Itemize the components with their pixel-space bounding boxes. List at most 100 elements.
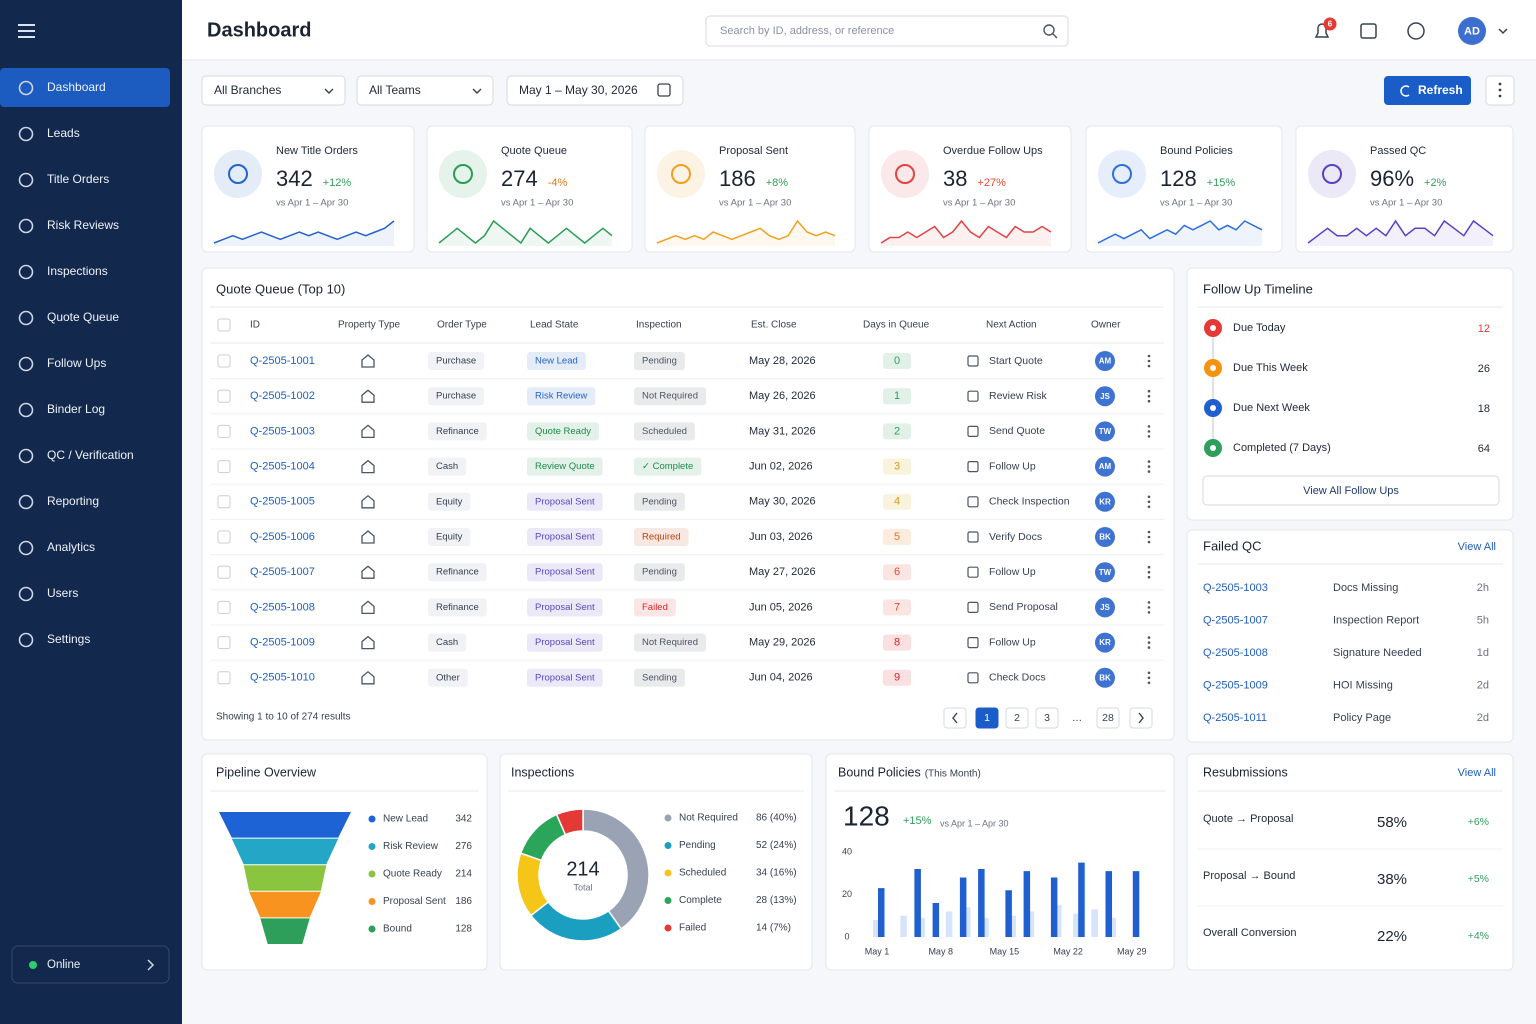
order-id[interactable]: Q-2505-1004	[250, 461, 315, 473]
qc-id[interactable]: Q-2505-1007	[1203, 614, 1268, 626]
kpi-period: vs Apr 1 – Apr 30	[943, 198, 1015, 209]
order-id[interactable]: Q-2505-1005	[250, 496, 315, 508]
lead-state: Review Quote	[535, 461, 595, 472]
kpi-period: vs Apr 1 – Apr 30	[719, 198, 791, 209]
order-id[interactable]: Q-2505-1008	[250, 601, 315, 613]
row-menu-dot	[1147, 460, 1151, 463]
checkbox[interactable]	[217, 530, 231, 544]
next-action[interactable]: Send Proposal	[989, 601, 1058, 613]
inspection-status: Pending	[642, 356, 677, 367]
inspection-status: Not Required	[642, 391, 698, 402]
legend-label: Bound	[383, 924, 412, 935]
view-all-button[interactable]	[1202, 475, 1500, 506]
inspection-status: ✓ Complete	[642, 461, 693, 472]
order-id[interactable]: Q-2505-1010	[250, 672, 315, 684]
order-id[interactable]: Q-2505-1006	[250, 531, 315, 543]
next-action[interactable]: Send Quote	[989, 425, 1045, 437]
nav-item[interactable]: Follow Ups	[47, 356, 106, 370]
sparkline	[880, 219, 1052, 244]
est-close: May 27, 2026	[749, 566, 816, 578]
panel	[201, 267, 1175, 741]
checkbox[interactable]	[217, 389, 231, 403]
nav-item[interactable]: Analytics	[47, 540, 95, 554]
page-button[interactable]	[1096, 707, 1120, 729]
next-action[interactable]: Verify Docs	[989, 531, 1042, 543]
owner-avatar	[1095, 527, 1115, 547]
qc-age: 1d	[1477, 647, 1489, 659]
order-id[interactable]: Q-2505-1002	[250, 390, 315, 402]
qc-id[interactable]: Q-2505-1009	[1203, 679, 1268, 691]
next-action[interactable]: Start Quote	[989, 355, 1043, 367]
kpi-change: +12%	[323, 177, 352, 189]
nav-item[interactable]: Binder Log	[47, 402, 105, 416]
owner: KR	[1099, 497, 1111, 506]
sparkline-area	[214, 221, 394, 246]
next-action[interactable]: Follow Up	[989, 566, 1036, 578]
legend-value: 276	[455, 841, 472, 852]
bar	[945, 911, 953, 937]
calendar-icon[interactable]	[1360, 23, 1377, 39]
days-bg	[883, 423, 911, 440]
order-id[interactable]: Q-2505-1003	[250, 425, 315, 437]
next-action[interactable]: Check Inspection	[989, 496, 1070, 508]
nav-item[interactable]: Inspections	[47, 264, 108, 278]
nav-item[interactable]: Reporting	[47, 494, 99, 508]
order-id[interactable]: Q-2505-1009	[250, 637, 315, 649]
nav-item[interactable]: Users	[47, 586, 78, 600]
filter[interactable]	[201, 75, 346, 106]
filter[interactable]	[506, 75, 684, 106]
checkbox[interactable]	[217, 318, 231, 332]
page-next[interactable]	[1129, 707, 1153, 729]
page-number[interactable]: 1	[984, 712, 990, 724]
lead-state-bg	[527, 668, 603, 687]
bar	[1073, 913, 1080, 937]
checkbox[interactable]	[217, 600, 231, 614]
checkbox[interactable]	[217, 671, 231, 685]
qc-id[interactable]: Q-2505-1008	[1203, 647, 1268, 659]
row-menu-dot	[1147, 354, 1151, 358]
checkbox[interactable]	[217, 636, 231, 650]
page-number[interactable]: 2	[1014, 712, 1020, 724]
nav-item[interactable]: Dashboard	[47, 80, 106, 94]
inspection-status: Pending	[642, 496, 677, 507]
kpi-card	[1085, 125, 1283, 253]
view-all-link[interactable]: View All	[1458, 767, 1496, 779]
order-id[interactable]: Q-2505-1001	[250, 355, 315, 367]
qc-id[interactable]: Q-2505-1003	[1203, 582, 1268, 594]
checkbox[interactable]	[217, 495, 231, 509]
search[interactable]	[705, 15, 1069, 47]
refresh-button[interactable]	[1384, 76, 1471, 105]
nav-item[interactable]: Settings	[47, 632, 90, 646]
qc-id[interactable]: Q-2505-1011	[1203, 712, 1267, 724]
checkbox[interactable]	[217, 424, 231, 438]
page-prev[interactable]	[943, 707, 967, 729]
page-button[interactable]	[975, 707, 999, 729]
nav-item[interactable]: Title Orders	[47, 172, 109, 186]
page-button[interactable]	[1035, 707, 1059, 729]
row-menu-dot	[1147, 394, 1151, 398]
filter[interactable]	[356, 75, 494, 106]
next-action[interactable]: Follow Up	[989, 636, 1036, 648]
page-number[interactable]: 3	[1044, 712, 1050, 724]
view-all-link[interactable]: View All	[1458, 541, 1496, 553]
page-number[interactable]: 28	[1102, 712, 1114, 724]
nav-item[interactable]: Risk Reviews	[47, 218, 119, 232]
bar	[878, 888, 885, 937]
qc-age: 2d	[1477, 679, 1489, 691]
page-button[interactable]	[1005, 707, 1029, 729]
order-id[interactable]: Q-2505-1007	[250, 566, 315, 578]
checkbox[interactable]	[217, 565, 231, 579]
checkbox[interactable]	[217, 354, 231, 368]
avatar-initials[interactable]: AD	[1464, 25, 1480, 37]
next-action[interactable]: Check Docs	[989, 672, 1046, 684]
next-action[interactable]: Follow Up	[989, 460, 1036, 472]
panel	[1186, 753, 1514, 971]
nav-item[interactable]: QC / Verification	[47, 448, 134, 462]
nav-item[interactable]: Leads	[47, 126, 80, 140]
bar	[978, 869, 985, 937]
next-action[interactable]: Review Risk	[989, 390, 1048, 402]
row-menu-dot	[1147, 535, 1151, 539]
status-box[interactable]	[11, 945, 170, 984]
checkbox[interactable]	[217, 460, 231, 474]
nav-item[interactable]: Quote Queue	[47, 310, 119, 324]
